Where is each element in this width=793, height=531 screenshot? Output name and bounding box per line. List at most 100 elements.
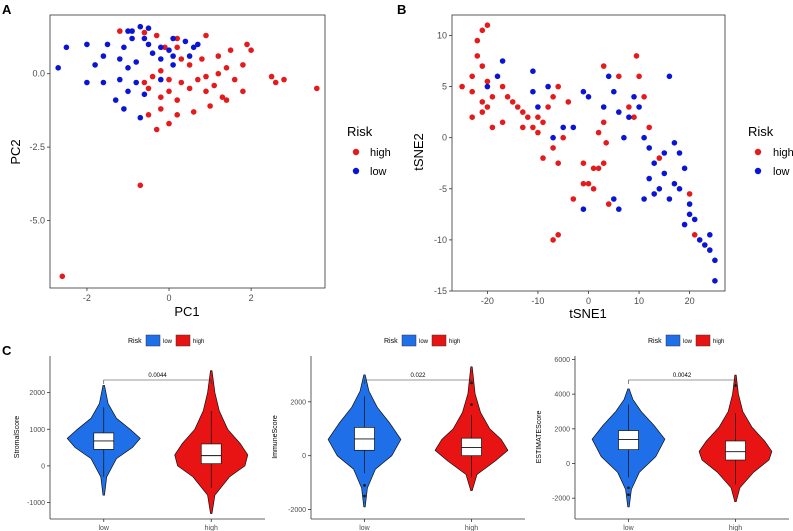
pca-point-low [182, 38, 189, 45]
pca-point-high [153, 32, 160, 39]
pca-scatter-plot: -2 0 2 0.0 -2.5 -5.0 PC1 PC2 Risk high low [8, 14, 391, 319]
pca-point-low [121, 106, 127, 112]
tsne-legend-low-label: low [773, 166, 790, 178]
pca-point-low [170, 35, 176, 42]
tsne-point-high [540, 119, 546, 126]
pca-point-low [112, 97, 119, 103]
pca-x-tick-label: 2 [249, 293, 254, 303]
tsne-point-high [484, 22, 491, 29]
pca-point-high [166, 88, 172, 95]
tsne-point-high [520, 124, 526, 131]
tsne-point-high [686, 191, 693, 197]
tsne-point-high [580, 180, 587, 187]
pca-point-high [145, 112, 152, 118]
stromal-legend-high-swatch [175, 334, 191, 347]
immune-x-tick-label-high: high [465, 525, 478, 531]
estimate-x-tick-label-high: high [729, 525, 742, 531]
stromal-x-tick-label-low: low [98, 525, 109, 531]
tsne-point-high [540, 155, 546, 161]
stromal-legend-low-label: low [163, 339, 173, 345]
tsne-point-low [530, 68, 536, 74]
pca-point-high [166, 76, 172, 83]
tsne-point-low [646, 175, 652, 182]
tsne-point-high [570, 196, 577, 202]
tsne-y-tick-label: 10 [437, 30, 447, 40]
estimate-outlier-low [627, 493, 630, 497]
tsne-point-low [646, 145, 652, 151]
tsne-point-high [520, 109, 526, 115]
tsne-point-high [489, 94, 496, 100]
pca-point-low [129, 35, 135, 42]
tsne-point-low [611, 196, 617, 202]
immune-legend-high-label: high [449, 339, 460, 345]
tsne-point-high [555, 83, 561, 90]
tsne-point-low [605, 73, 612, 80]
pca-point-low [158, 56, 164, 62]
pca-point-high [186, 62, 193, 68]
pca-point-low [166, 47, 172, 53]
tsne-point-high [545, 104, 551, 110]
pca-point-high [203, 73, 209, 80]
pca-point-low [195, 41, 201, 48]
estimate-violins [591, 374, 773, 508]
tsne-point-low [570, 124, 577, 131]
estimate-legend-high-label: high [713, 339, 724, 345]
tsne-scatter-plot: -20 -10 0 10 20 10 5 0 -5 -10 -15 tSNE1 tSNE2 Ris… [411, 14, 793, 321]
estimate-x-ticks: low high [623, 519, 742, 531]
immune-outlier-high [470, 403, 473, 406]
pca-point-low [100, 79, 107, 86]
estimate-legend: Risk low high [648, 334, 724, 347]
pca-point-high [178, 79, 185, 86]
pca-point-low [137, 114, 144, 121]
pca-point-high [166, 120, 172, 127]
pca-point-low [145, 41, 152, 48]
pca-point-high [59, 273, 66, 280]
tsne-point-low [666, 73, 673, 80]
tsne-legend: Risk high low [748, 124, 793, 178]
pca-point-low [158, 76, 164, 83]
pca-point-high [244, 41, 250, 48]
pca-point-high [195, 76, 201, 83]
tsne-point-high [474, 37, 481, 44]
estimate-box-low [618, 430, 639, 450]
tsne-point-high [600, 63, 607, 69]
tsne-point-high [484, 78, 491, 85]
pca-x-ticks: -2 0 2 [83, 288, 254, 303]
tsne-point-high [479, 109, 486, 115]
immune-outlier-low [363, 494, 366, 498]
estimate-legend-high-swatch [695, 334, 711, 347]
pca-point-high [203, 32, 209, 39]
pca-point-high [149, 73, 156, 80]
pca-point-high [190, 109, 197, 115]
pca-point-high [281, 76, 287, 83]
tsne-point-low [676, 150, 683, 156]
pca-y-tick-label: 0.0 [32, 69, 45, 79]
tsne-point-high [509, 99, 516, 105]
tsne-point-low [671, 140, 678, 146]
immune-score-violin: Risk low high 2000 0 -2000 low high 0.022 I… [272, 334, 525, 531]
tsne-point-low [484, 83, 491, 90]
immune-significance: 0.022 [364, 373, 472, 384]
pca-point-low [190, 44, 197, 51]
tsne-point-high [555, 160, 561, 166]
pca-x-tick-label: -2 [83, 293, 91, 303]
pca-point-low [84, 41, 90, 48]
pca-legend-high-label: high [370, 147, 391, 159]
tsne-legend-high-marker [754, 148, 762, 156]
tsne-point-low [676, 186, 683, 192]
tsne-point-high [479, 63, 486, 69]
pca-point-high [231, 76, 238, 83]
immune-y-tick-label: 0 [302, 453, 306, 460]
pca-point-high [162, 44, 168, 51]
immune-x-tick-label-low: low [359, 525, 370, 531]
tsne-point-high [590, 186, 597, 192]
tsne-point-high [479, 27, 486, 34]
tsne-point-low [494, 73, 501, 80]
pca-point-high [207, 103, 213, 109]
tsne-point-high [585, 180, 592, 187]
tsne-point-high [550, 94, 556, 100]
immune-legend-title: Risk [384, 338, 398, 345]
tsne-x-tick-label: -10 [531, 296, 544, 306]
tsne-point-high [530, 124, 536, 131]
stromal-y-tick-label: 0 [41, 463, 45, 470]
